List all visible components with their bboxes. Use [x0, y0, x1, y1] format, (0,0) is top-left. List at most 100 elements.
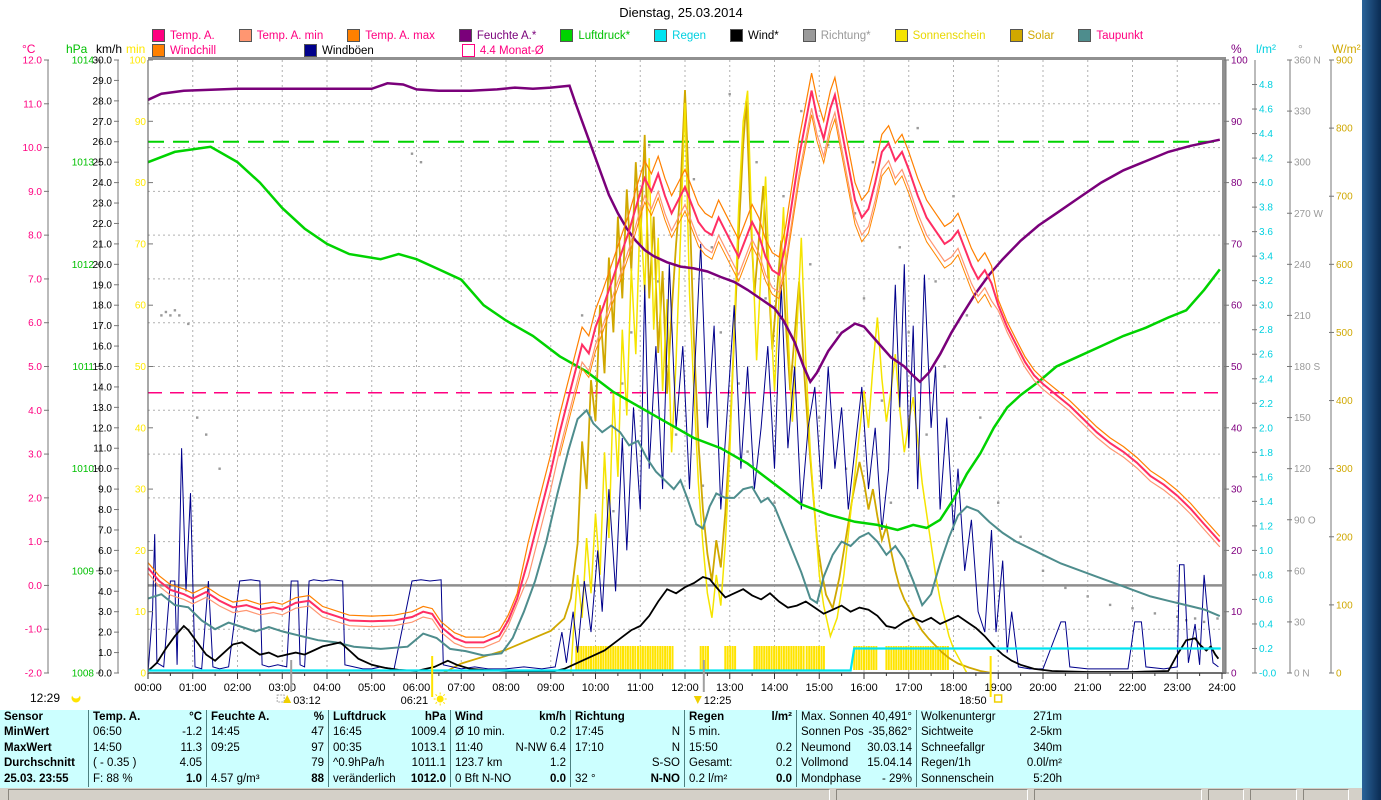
sunshine-tick — [927, 646, 930, 670]
svg-text:0.8: 0.8 — [1259, 570, 1273, 581]
direction-dot — [782, 195, 785, 198]
svg-text:360 N: 360 N — [1294, 56, 1321, 67]
cell-label: 06:50 — [93, 726, 122, 739]
legend-item-solar[interactable]: Solar — [1009, 29, 1054, 42]
legend-label: Sonnenschein — [912, 29, 986, 42]
direction-dot — [701, 484, 705, 487]
svg-text:1010: 1010 — [72, 464, 95, 475]
sunshine-tick — [619, 646, 622, 670]
legend-item-temp-a-max[interactable]: Temp. A. max — [347, 29, 435, 42]
sunshine-tick — [900, 646, 903, 670]
cell-label: F: 88 % — [93, 772, 133, 785]
sunshine-tick — [604, 646, 607, 670]
legend-item-luftdruck[interactable]: Luftdruck* — [560, 29, 630, 42]
legend-label: 4.4 Monat-Ø — [479, 44, 544, 57]
svg-text:19:00: 19:00 — [984, 682, 1012, 694]
legend-swatch-windchill — [152, 44, 165, 57]
svg-text:120: 120 — [1294, 464, 1311, 475]
sunshine-tick — [726, 646, 729, 670]
astro-value: 30.03.14 — [867, 741, 912, 754]
direction-dot — [648, 143, 651, 147]
svg-text:100: 100 — [1336, 600, 1353, 611]
legend-item-temp-a-min[interactable]: Temp. A. min — [238, 29, 323, 42]
cell-label: ( - 0.35 ) — [93, 757, 137, 770]
sunshine-tick — [631, 646, 634, 670]
direction-dot — [979, 416, 982, 419]
legend-swatch-taupunkt — [1078, 29, 1092, 42]
svg-text:70: 70 — [1231, 239, 1243, 250]
svg-text:3.4: 3.4 — [1259, 252, 1273, 263]
svg-text:300: 300 — [1336, 464, 1353, 475]
row-label: MinWert — [4, 726, 50, 739]
legend-item-windchill[interactable]: Windchill — [152, 44, 216, 57]
cell-label: 11:40 — [455, 741, 483, 754]
sunshine-tick — [592, 646, 595, 670]
sunshine-tick — [755, 646, 758, 670]
svg-text:12.0: 12.0 — [23, 56, 43, 67]
legend-label: Luftdruck* — [578, 29, 631, 42]
direction-dot — [916, 126, 919, 130]
sunshine-tick — [607, 646, 610, 670]
series-wind — [147, 576, 1220, 673]
legend-item-sonnenschein[interactable]: Sonnenschein — [894, 29, 986, 42]
svg-text:-0.0: -0.0 — [1259, 669, 1277, 680]
legend-row-2: Windchill Windböen 4.4 Monat-Ø — [152, 44, 544, 57]
svg-text:100: 100 — [1231, 56, 1248, 67]
legend-item-regen[interactable]: Regen — [654, 29, 706, 42]
astro-label: Sonnen Pos — [801, 726, 864, 739]
legend-item-taupunkt[interactable]: Taupunkt — [1078, 29, 1143, 42]
svg-text:1.0: 1.0 — [28, 537, 42, 548]
series-taupunkt — [147, 408, 1221, 657]
svg-text:30.0: 30.0 — [93, 56, 113, 67]
svg-text:15.0: 15.0 — [93, 362, 113, 373]
moonrise-arrow-icon — [283, 695, 292, 703]
svg-text:0: 0 — [1231, 669, 1237, 680]
svg-text:330: 330 — [1294, 107, 1311, 118]
sunshine-tick — [765, 646, 768, 670]
sunshine-tick — [897, 646, 900, 670]
svg-text:18.0: 18.0 — [93, 301, 113, 312]
legend-item-4-4-monat[interactable]: 4.4 Monat-Ø — [461, 44, 544, 57]
moonrise-time: 03:12 — [293, 695, 321, 707]
cell-value: 0.2 — [550, 726, 566, 739]
cell-value: 4.05 — [179, 757, 202, 770]
sunshine-tick — [707, 646, 709, 670]
svg-text:26.0: 26.0 — [93, 137, 113, 148]
svg-text:0 N: 0 N — [1294, 669, 1310, 680]
svg-text:500: 500 — [1336, 328, 1353, 339]
legend-item-richtung[interactable]: Richtung* — [802, 29, 871, 42]
svg-text:27.0: 27.0 — [93, 117, 113, 128]
column-unit: l/m² — [771, 711, 792, 723]
svg-text:700: 700 — [1336, 192, 1353, 203]
legend-item-temp-a[interactable]: Temp. A. — [152, 29, 215, 42]
direction-dot — [836, 331, 839, 334]
direction-dot — [1108, 603, 1112, 607]
svg-text:2.8: 2.8 — [1259, 325, 1273, 336]
sunshine-tick — [863, 646, 865, 670]
direction-dot — [871, 161, 875, 164]
sunshine-tick — [795, 646, 798, 670]
direction-dot — [187, 322, 190, 326]
sunshine-tick — [622, 646, 624, 670]
svg-text:-2.0: -2.0 — [25, 669, 43, 680]
svg-text:10: 10 — [1231, 607, 1243, 618]
conditions-column: Wolkenuntergr 271m Sichtweite 2-5km Schneefa… — [916, 710, 1066, 787]
column-unit: hPa — [424, 711, 446, 723]
svg-text:10:00: 10:00 — [582, 682, 610, 694]
sunshine-tick — [929, 646, 932, 670]
legend-item-wind[interactable]: Wind* — [730, 29, 779, 42]
legend-swatch-windb-en — [304, 44, 318, 57]
sunshine-tick — [634, 646, 637, 670]
legend-label: Windchill — [170, 44, 217, 57]
cell-value: 88 — [311, 772, 324, 785]
column-title: Temp. A. — [93, 711, 141, 723]
legend-item-windb-en[interactable]: Windböen — [304, 44, 374, 57]
status-panel-6 — [1303, 789, 1349, 800]
svg-text:0.4: 0.4 — [1259, 619, 1273, 630]
direction-dot — [809, 263, 812, 266]
legend-swatch-richtung — [802, 29, 816, 42]
direction-dot — [665, 365, 669, 368]
moon-culmination-time: 12:29 — [30, 691, 60, 705]
direction-dot — [997, 501, 1000, 504]
legend-item-feuchte-a[interactable]: Feuchte A.* — [458, 29, 536, 42]
